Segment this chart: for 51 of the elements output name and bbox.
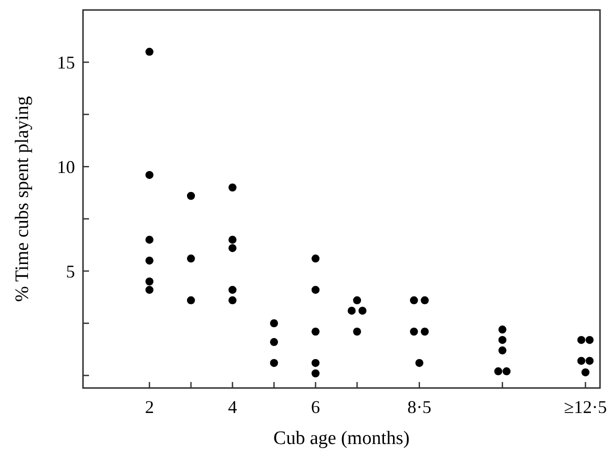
y-axis-title: % Time cubs spent playing [12, 96, 33, 302]
point [420, 296, 429, 304]
point [410, 328, 418, 336]
point [145, 170, 154, 179]
point [145, 48, 154, 56]
x-tick-label: 6 [311, 397, 320, 417]
x-tick-label: ≥12·5 [564, 397, 607, 417]
point [312, 328, 320, 336]
point [270, 338, 278, 346]
point [186, 296, 195, 304]
point [145, 286, 154, 294]
point [312, 254, 320, 263]
point [270, 358, 278, 367]
point [586, 336, 594, 344]
point [498, 336, 506, 344]
x-axis-title: Cub age (months) [273, 428, 410, 449]
point [415, 358, 424, 367]
point [145, 277, 154, 286]
point [353, 296, 362, 304]
y-tick-label: 10 [57, 156, 75, 177]
x-tick-label: 4 [228, 397, 237, 417]
y-tick-label: 5 [66, 261, 75, 282]
point [145, 256, 154, 265]
point [228, 296, 236, 304]
point [312, 286, 320, 294]
point [228, 244, 236, 252]
point [228, 286, 236, 294]
point [348, 306, 356, 315]
point [502, 367, 511, 376]
point [498, 346, 506, 354]
point [145, 236, 154, 244]
point [312, 369, 320, 378]
x-tick-label: 8·5 [407, 397, 432, 417]
point [494, 367, 502, 376]
point [420, 328, 429, 336]
point [186, 254, 195, 263]
y-tick-label: 15 [57, 52, 75, 73]
point [498, 326, 506, 334]
point [312, 358, 320, 367]
point [410, 296, 418, 304]
point [577, 356, 586, 365]
point [228, 184, 236, 192]
point [228, 236, 236, 244]
point [186, 192, 195, 200]
point [577, 336, 586, 344]
point [270, 319, 278, 328]
x-tick-label: 2 [144, 397, 154, 417]
point [358, 306, 366, 315]
point [581, 368, 590, 376]
point [353, 328, 362, 336]
point [586, 356, 594, 365]
